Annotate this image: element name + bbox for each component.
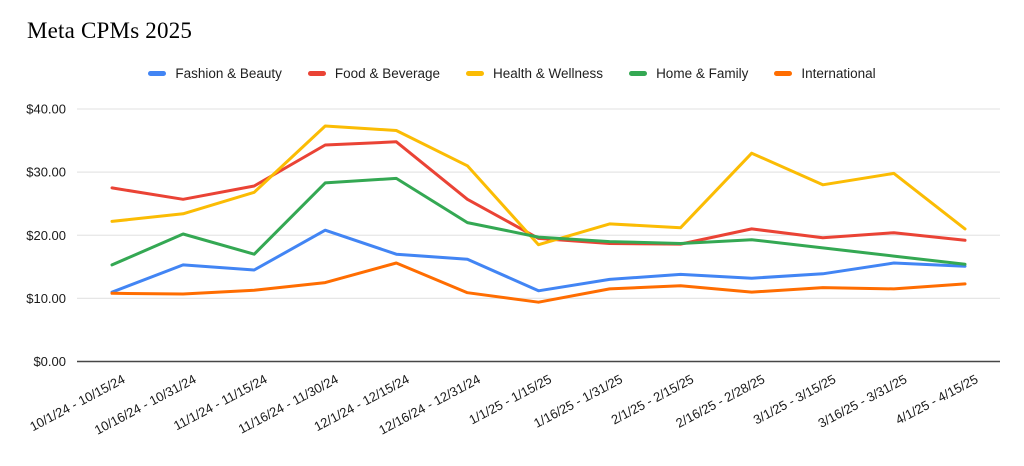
series-line-food-beverage [110, 140, 967, 246]
legend-swatch-icon [148, 71, 167, 76]
series-line-international [110, 261, 967, 304]
legend-label: Health & Wellness [493, 66, 604, 81]
chart-legend: Fashion & Beauty Food & Beverage Health & … [0, 66, 1024, 81]
y-axis-tick-label: $30.00 [26, 165, 66, 180]
y-axis-tick-label: $10.00 [26, 291, 66, 306]
legend-label: Home & Family [656, 66, 749, 81]
y-axis-tick-label: $40.00 [26, 102, 66, 117]
legend-item-food-beverage[interactable]: Food & Beverage [307, 66, 440, 81]
series-line-fashion-beauty [110, 228, 967, 294]
y-axis-tick-label: $0.00 [33, 354, 66, 369]
series-line-home-family [110, 176, 967, 267]
legend-swatch-icon [629, 71, 648, 76]
legend-label: International [801, 66, 876, 81]
y-axis-tick-label: $20.00 [26, 228, 66, 243]
legend-item-health-wellness[interactable]: Health & Wellness [466, 66, 603, 81]
series-line-health-wellness [110, 124, 967, 247]
legend-label: Fashion & Beauty [175, 66, 282, 81]
legend-item-home-family[interactable]: Home & Family [629, 66, 748, 81]
chart-title: Meta CPMs 2025 [27, 18, 193, 43]
legend-label: Food & Beverage [334, 66, 440, 81]
legend-swatch-icon [307, 71, 326, 76]
legend-swatch-icon [466, 71, 484, 76]
legend-item-fashion-beauty[interactable]: Fashion & Beauty [148, 66, 282, 81]
legend-item-international[interactable]: International [774, 66, 876, 81]
legend-swatch-icon [774, 71, 793, 76]
